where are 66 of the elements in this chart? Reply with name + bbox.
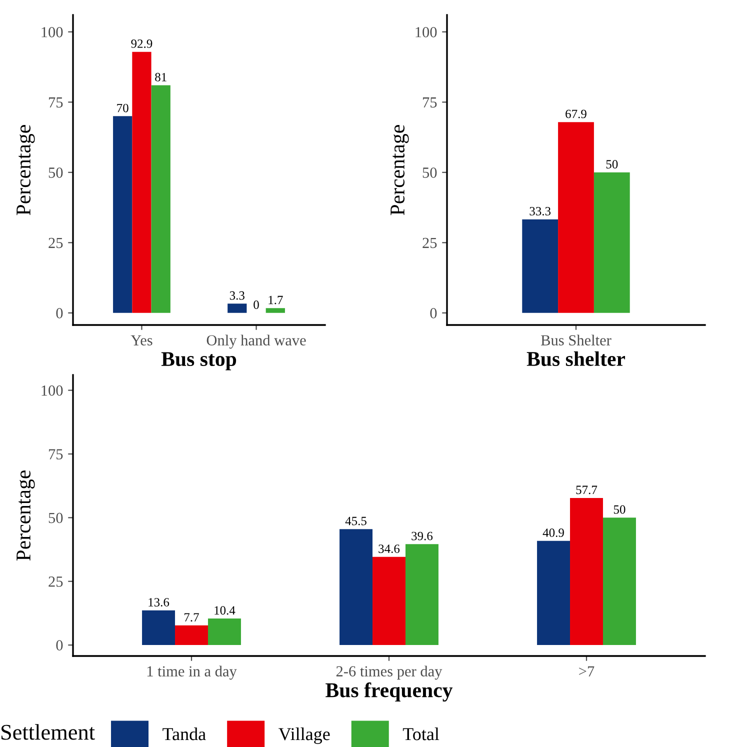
data-label: 1.7 bbox=[268, 296, 283, 304]
y-tick-label: 0 bbox=[430, 308, 437, 318]
bar bbox=[151, 85, 170, 313]
x-axis-title: Bus stop bbox=[161, 352, 236, 370]
x-axis-title: Bus shelter bbox=[526, 351, 626, 366]
y-tick-label: 75 bbox=[49, 449, 63, 460]
bar bbox=[142, 610, 176, 646]
x-tick-label: Only hand wave bbox=[206, 334, 306, 349]
data-label: 0 bbox=[254, 300, 259, 309]
y-tick-label: 50 bbox=[48, 168, 63, 178]
bar bbox=[570, 498, 603, 646]
y-tick-label: 25 bbox=[422, 238, 437, 248]
y-tick-label: 100 bbox=[416, 27, 437, 38]
bar bbox=[602, 518, 636, 646]
y-tick-label: 0 bbox=[56, 308, 63, 318]
y-tick-label: 100 bbox=[42, 27, 63, 38]
bar bbox=[132, 52, 152, 313]
data-label: 13.6 bbox=[148, 598, 170, 607]
data-label: 50 bbox=[606, 160, 618, 168]
data-label: 39.6 bbox=[412, 532, 433, 540]
data-label: 40.9 bbox=[542, 528, 564, 537]
y-tick-label: 25 bbox=[48, 576, 63, 587]
legend-label: Total bbox=[402, 728, 440, 740]
bar bbox=[594, 172, 630, 313]
data-label: 57.7 bbox=[576, 486, 598, 494]
x-axis-title: Bus frequency bbox=[326, 682, 453, 702]
bar bbox=[175, 625, 208, 646]
bar bbox=[405, 544, 438, 646]
data-label: 45.5 bbox=[345, 516, 366, 526]
bar bbox=[113, 116, 132, 313]
bar bbox=[537, 540, 570, 646]
y-axis-title: Percentage bbox=[16, 125, 35, 216]
x-tick-label: 1 time in a day bbox=[147, 666, 237, 680]
bar bbox=[340, 529, 373, 646]
y-tick-label: 50 bbox=[422, 168, 437, 178]
bar bbox=[372, 556, 406, 646]
y-tick-label: 100 bbox=[42, 385, 63, 396]
y-tick-label: 75 bbox=[49, 97, 63, 108]
x-tick-label: Yes bbox=[130, 335, 152, 346]
data-label: 67.9 bbox=[566, 110, 586, 118]
bar bbox=[228, 304, 247, 313]
bar bbox=[208, 618, 241, 646]
bar bbox=[558, 122, 594, 313]
y-axis-title: Percentage bbox=[16, 470, 35, 561]
y-tick-label: 50 bbox=[48, 512, 63, 524]
data-label: 7.7 bbox=[184, 613, 199, 622]
legend-title: Settlement bbox=[1, 724, 95, 740]
x-tick-label: 2-6 times per day bbox=[336, 666, 442, 680]
data-label: 34.6 bbox=[378, 544, 400, 554]
data-label: 81 bbox=[155, 72, 166, 82]
y-axis-title: Percentage bbox=[390, 125, 409, 216]
data-label: 33.3 bbox=[530, 206, 551, 216]
legend-label: Village bbox=[278, 728, 330, 744]
data-label: 92.9 bbox=[131, 39, 152, 48]
data-label: 70 bbox=[117, 104, 128, 112]
y-tick-label: 75 bbox=[423, 97, 437, 108]
data-label: 3.3 bbox=[230, 291, 244, 300]
data-label: 10.4 bbox=[214, 606, 236, 615]
legend-label: Tanda bbox=[162, 728, 206, 740]
y-tick-label: 25 bbox=[48, 238, 63, 248]
x-tick-label: >7 bbox=[579, 666, 594, 676]
data-label: 50 bbox=[614, 505, 626, 514]
bar bbox=[522, 219, 558, 313]
y-tick-label: 0 bbox=[56, 640, 63, 650]
x-tick-label: Bus Shelter bbox=[541, 334, 612, 346]
bar bbox=[266, 308, 285, 313]
